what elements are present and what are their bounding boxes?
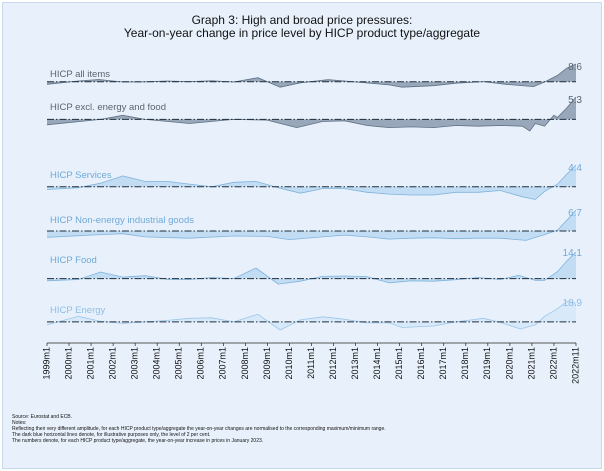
chart-title-block: Graph 3: High and broad price pressures:… xyxy=(0,14,604,40)
x-tick-label: 2020m1 xyxy=(504,347,514,380)
notes-heading: Notes: xyxy=(12,420,27,426)
x-tick-label: 2011m1 xyxy=(306,347,316,379)
series-line-1 xyxy=(46,63,577,88)
series-line-6 xyxy=(46,301,577,331)
x-tick-label: 2019m1 xyxy=(482,347,492,380)
notes-line-1: Reflecting their very different amplitud… xyxy=(12,426,386,432)
notes-line-3: The numbers denote, for each HICP produc… xyxy=(12,438,264,444)
x-tick-label: 2013m1 xyxy=(350,347,360,380)
series-area-1 xyxy=(47,64,576,88)
chart-notes: Source: Eurostat and ECB. Notes: Reflect… xyxy=(12,414,597,444)
x-tick-label: 2021m1 xyxy=(526,347,536,380)
series-label-2: HICP excl. energy and food xyxy=(50,102,166,113)
notes-line-2: The dark blue horizontal lines denote, f… xyxy=(12,432,211,438)
series-line-4 xyxy=(46,209,577,241)
series-line-3 xyxy=(46,164,577,200)
series-label-1: HICP all items xyxy=(50,69,110,80)
series-end-value-2: 5.3 xyxy=(568,95,582,106)
series-label-6: HICP Energy xyxy=(50,305,106,316)
x-tick-label: 2022m11 xyxy=(570,347,580,384)
x-tick-label: 2012m1 xyxy=(328,347,338,380)
x-tick-label: 2003m1 xyxy=(130,347,140,380)
series-label-5: HICP Food xyxy=(50,255,97,266)
series-line-2 xyxy=(46,96,577,132)
x-tick-label: 2002m1 xyxy=(107,347,117,380)
x-tick-label: 2004m1 xyxy=(152,347,162,380)
series-end-value-1: 8.6 xyxy=(568,62,582,73)
series-area-4 xyxy=(47,210,576,241)
x-tick-label: 2009m1 xyxy=(262,347,272,380)
x-tick-label: 2001m1 xyxy=(85,347,95,380)
x-tick-label: 2006m1 xyxy=(196,347,206,380)
x-tick-label: 2022m1 xyxy=(548,347,558,380)
x-tick-label: 2010m1 xyxy=(284,347,294,380)
notes-source: Source: Eurostat and ECB. xyxy=(12,414,73,420)
x-tick-label: 2005m1 xyxy=(174,347,184,380)
series-end-value-6: 18.9 xyxy=(563,298,583,309)
x-tick-label: 2017m1 xyxy=(438,347,448,380)
series-line-5 xyxy=(46,251,577,285)
series-label-4: HICP Non-energy industrial goods xyxy=(50,215,194,226)
x-tick-label: 2015m1 xyxy=(394,347,404,380)
x-tick-label: 2016m1 xyxy=(416,347,426,380)
chart-title: Graph 3: High and broad price pressures: xyxy=(191,13,413,27)
series-label-3: HICP Services xyxy=(50,170,112,181)
series-area-6 xyxy=(47,301,576,330)
x-tick-label: 2007m1 xyxy=(218,347,228,380)
chart-subtitle: Year-on-year change in price level by HI… xyxy=(123,26,481,40)
x-tick-label: 2000m1 xyxy=(63,347,73,380)
x-tick-label: 2018m1 xyxy=(460,347,470,380)
x-tick-label: 1999m1 xyxy=(41,347,51,380)
series-end-value-3: 4.4 xyxy=(568,163,582,174)
x-tick-label: 2014m1 xyxy=(372,347,382,380)
series-end-value-4: 6.7 xyxy=(568,208,582,219)
series-end-value-5: 14.1 xyxy=(563,248,583,259)
series-area-3 xyxy=(47,165,576,200)
x-tick-label: 2008m1 xyxy=(240,347,250,380)
